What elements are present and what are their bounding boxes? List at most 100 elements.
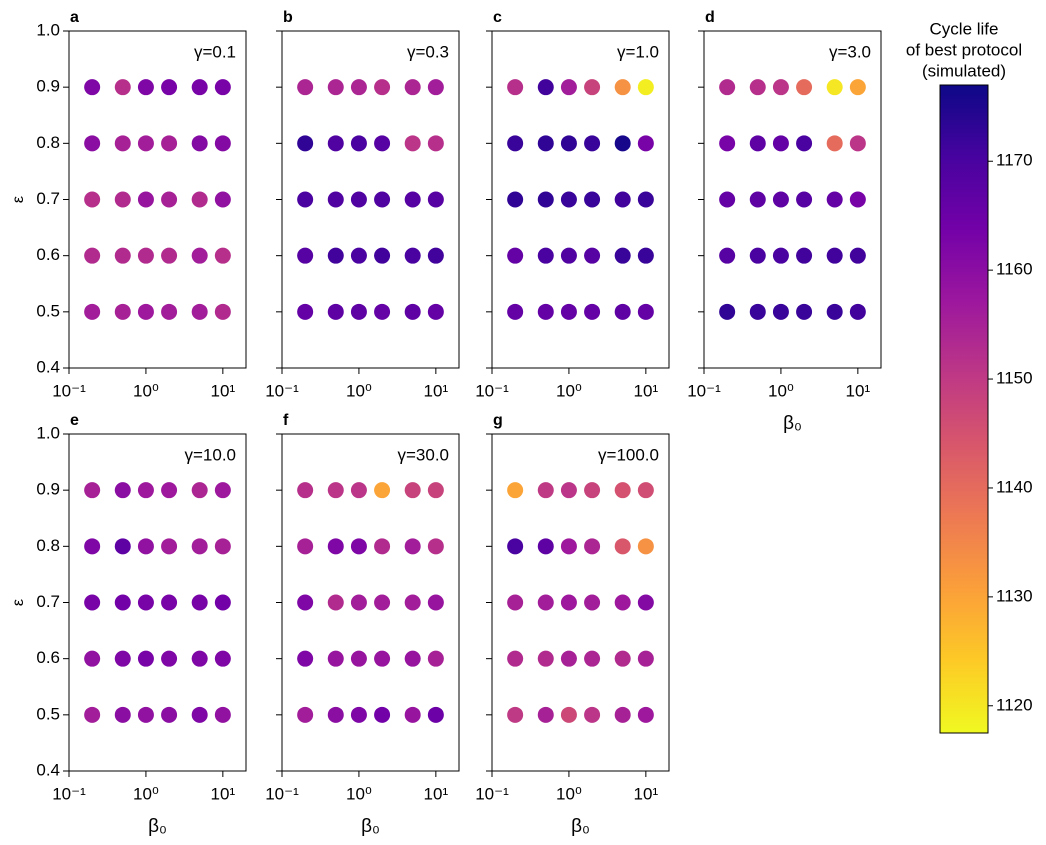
point <box>614 303 631 320</box>
point <box>772 135 789 152</box>
point <box>374 650 391 667</box>
point <box>137 650 154 667</box>
point <box>161 482 178 499</box>
y-tick-label: 0.6 <box>36 648 60 667</box>
point <box>507 79 524 96</box>
point <box>584 538 601 555</box>
point <box>84 303 101 320</box>
point <box>584 135 601 152</box>
point <box>214 650 231 667</box>
annotation: γ=100.0 <box>598 445 659 464</box>
point <box>161 594 178 611</box>
point <box>214 303 231 320</box>
x-tick-label: 10¹ <box>634 381 659 400</box>
point <box>507 135 524 152</box>
point <box>214 247 231 264</box>
point <box>637 135 654 152</box>
point <box>584 79 601 96</box>
colorbar-title: (simulated) <box>922 61 1006 80</box>
point <box>191 538 208 555</box>
point <box>427 538 444 555</box>
point <box>350 303 367 320</box>
colorbar-tick-label: 1160 <box>996 260 1033 279</box>
point <box>191 79 208 96</box>
panel-label: f <box>283 412 289 429</box>
point <box>350 650 367 667</box>
y-axis-label: ε <box>10 196 27 203</box>
point <box>137 706 154 723</box>
point <box>374 482 391 499</box>
point <box>161 303 178 320</box>
point <box>137 135 154 152</box>
y-tick-label: 0.7 <box>36 592 60 611</box>
colorbar-tick-label: 1170 <box>996 151 1033 170</box>
point <box>350 247 367 264</box>
colorbar-tick-label: 1150 <box>996 369 1033 388</box>
point <box>637 303 654 320</box>
point <box>560 79 577 96</box>
point <box>537 303 554 320</box>
point <box>796 247 813 264</box>
panel-label: g <box>493 412 503 429</box>
point <box>374 706 391 723</box>
point <box>826 247 843 264</box>
colorbar-tick-label: 1140 <box>996 477 1033 496</box>
point <box>191 482 208 499</box>
y-axis-label: ε <box>10 599 27 606</box>
panel: b γ=0.3 10⁻¹ 10⁰ 10¹ <box>265 9 460 400</box>
point <box>374 135 391 152</box>
point <box>214 79 231 96</box>
x-tick-label: 10⁰ <box>768 381 794 400</box>
annotation: γ=0.1 <box>194 42 236 61</box>
point <box>84 650 101 667</box>
point <box>537 482 554 499</box>
colorbar-tick-label: 1120 <box>996 695 1033 714</box>
point <box>749 135 766 152</box>
point <box>537 650 554 667</box>
point <box>374 79 391 96</box>
point <box>374 303 391 320</box>
point <box>114 135 131 152</box>
point <box>214 191 231 208</box>
point <box>427 706 444 723</box>
point <box>584 650 601 667</box>
point <box>114 247 131 264</box>
x-tick-label: 10⁻¹ <box>475 784 509 803</box>
point <box>214 706 231 723</box>
point <box>404 247 421 264</box>
point <box>327 79 344 96</box>
point <box>374 538 391 555</box>
point <box>161 247 178 264</box>
x-tick-label: 10⁻¹ <box>475 381 509 400</box>
colorbar <box>939 84 989 734</box>
point <box>749 191 766 208</box>
point <box>350 191 367 208</box>
point <box>537 247 554 264</box>
point <box>637 191 654 208</box>
point <box>614 538 631 555</box>
point <box>404 538 421 555</box>
point <box>327 191 344 208</box>
point <box>637 79 654 96</box>
point <box>719 79 736 96</box>
point <box>191 594 208 611</box>
point <box>584 247 601 264</box>
point <box>584 191 601 208</box>
point <box>114 594 131 611</box>
point <box>507 706 524 723</box>
y-tick-label: 0.4 <box>36 760 60 779</box>
point <box>826 135 843 152</box>
point <box>560 706 577 723</box>
point <box>507 191 524 208</box>
point <box>427 650 444 667</box>
x-tick-label: 10⁻¹ <box>687 381 721 400</box>
point <box>560 538 577 555</box>
point <box>404 650 421 667</box>
point <box>404 79 421 96</box>
x-tick-label: 10¹ <box>846 381 871 400</box>
point <box>427 594 444 611</box>
point <box>584 303 601 320</box>
point <box>214 482 231 499</box>
point <box>161 538 178 555</box>
point <box>584 706 601 723</box>
